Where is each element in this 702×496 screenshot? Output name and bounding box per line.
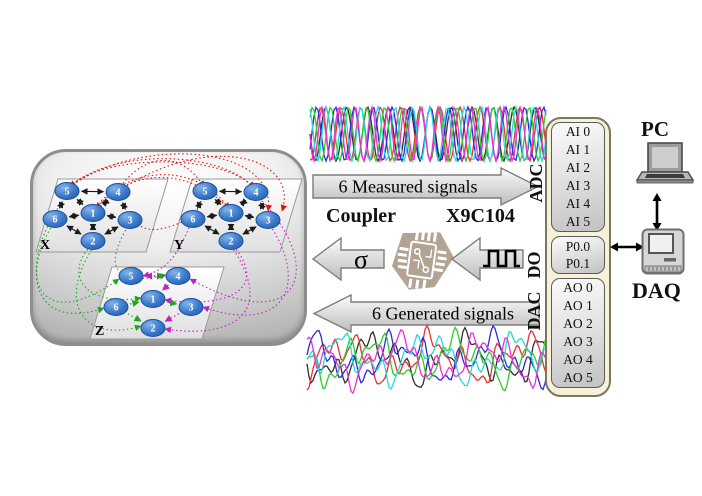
graph-nodes: 5 4 1 6 3 2 5 4 1 6 3 2 5 4 1 6 3 2 bbox=[42, 182, 281, 337]
analog-output-block: AO 0 AO 1 AO 2 AO 3 AO 4 AO 5 bbox=[551, 278, 605, 388]
adc-label: ADC bbox=[526, 163, 546, 203]
digital-output-block: P0.0 P0.1 bbox=[551, 236, 605, 274]
ai-channel: AI 0 bbox=[565, 124, 591, 139]
svg-text:1: 1 bbox=[91, 209, 96, 220]
do-line: P0.0 bbox=[565, 239, 591, 254]
svg-text:4: 4 bbox=[176, 272, 181, 283]
svg-text:5: 5 bbox=[65, 187, 70, 198]
generated-signals-arrow: 6 Generated signals bbox=[312, 293, 540, 334]
ai-channel: AI 1 bbox=[565, 142, 591, 157]
pc-laptop-icon bbox=[635, 142, 695, 184]
plane-x-edges bbox=[56, 188, 129, 235]
chip-icon bbox=[392, 230, 454, 290]
svg-text:2: 2 bbox=[229, 237, 234, 248]
svg-text:5: 5 bbox=[129, 272, 134, 283]
ao-channel: AO 1 bbox=[563, 298, 593, 313]
digipot-label: X9C104 bbox=[446, 205, 515, 227]
xz-coupling-links bbox=[35, 194, 167, 331]
ai-channel: AI 5 bbox=[565, 214, 591, 229]
graph-node: 6 bbox=[180, 210, 206, 228]
sigma-symbol: σ bbox=[354, 245, 368, 274]
graph-node: 1 bbox=[140, 290, 166, 308]
svg-text:6 Generated signals: 6 Generated signals bbox=[372, 304, 514, 324]
ao-channel: AO 4 bbox=[563, 352, 593, 367]
svg-text:6 Measured signals: 6 Measured signals bbox=[339, 177, 478, 197]
svg-text:6: 6 bbox=[114, 303, 119, 314]
coupler-label: Coupler bbox=[326, 205, 396, 227]
plane-y-label: Y bbox=[174, 238, 184, 253]
network-diagram: 5 4 1 6 3 2 5 4 1 6 3 2 5 4 1 6 3 2 X Y … bbox=[35, 153, 303, 340]
graph-node: 3 bbox=[255, 211, 281, 229]
generated-signals-waveform bbox=[306, 323, 548, 395]
pc-label: PC bbox=[641, 117, 669, 141]
plane-z-label: Z bbox=[95, 324, 104, 339]
ai-channel: AI 2 bbox=[565, 160, 591, 175]
graph-node: 3 bbox=[178, 298, 204, 316]
measured-signals-waveform bbox=[309, 104, 547, 164]
graph-node: 5 bbox=[192, 182, 218, 200]
graph-node: 1 bbox=[218, 204, 244, 222]
square-wave-icon bbox=[483, 249, 520, 268]
svg-text:3: 3 bbox=[128, 216, 133, 227]
panel-daq-arrow bbox=[610, 242, 644, 252]
graph-node: 6 bbox=[42, 210, 68, 228]
svg-text:4: 4 bbox=[116, 188, 121, 199]
dac-label: DAC bbox=[524, 291, 544, 331]
ai-channel: AI 4 bbox=[565, 196, 591, 211]
ao-channel: AO 0 bbox=[563, 280, 593, 295]
graph-node: 2 bbox=[140, 319, 166, 337]
graph-node: 2 bbox=[80, 232, 106, 250]
ai-channel: AI 3 bbox=[565, 178, 591, 193]
graph-node: 4 bbox=[243, 183, 269, 201]
ao-channel: AO 3 bbox=[563, 334, 593, 349]
graph-node: 3 bbox=[117, 211, 143, 229]
svg-text:5: 5 bbox=[203, 187, 208, 198]
svg-text:3: 3 bbox=[189, 303, 194, 314]
svg-text:1: 1 bbox=[151, 295, 156, 306]
svg-text:4: 4 bbox=[254, 188, 259, 199]
svg-text:2: 2 bbox=[91, 237, 96, 248]
daq-label: DAQ bbox=[632, 278, 681, 303]
plane-y-edges bbox=[194, 188, 267, 235]
daq-device-icon bbox=[641, 228, 685, 275]
graph-node: 4 bbox=[165, 267, 191, 285]
graph-node: 4 bbox=[105, 183, 131, 201]
pc-daq-arrow bbox=[652, 193, 662, 231]
graph-node: 6 bbox=[103, 298, 129, 316]
do-line: P0.1 bbox=[565, 256, 591, 271]
plane-x-label: X bbox=[40, 238, 50, 253]
sigma-arrow: σ bbox=[311, 236, 385, 282]
graph-node: 2 bbox=[218, 232, 244, 250]
measured-signals-arrow: 6 Measured signals bbox=[312, 166, 540, 207]
pulse-arrow bbox=[450, 236, 524, 282]
graph-node: 5 bbox=[54, 182, 80, 200]
svg-text:3: 3 bbox=[266, 216, 271, 227]
svg-text:6: 6 bbox=[53, 215, 58, 226]
svg-text:1: 1 bbox=[229, 209, 234, 220]
svg-text:6: 6 bbox=[191, 215, 196, 226]
graph-node: 1 bbox=[80, 204, 106, 222]
plane-z-edges bbox=[127, 272, 180, 322]
graph-node: 5 bbox=[118, 267, 144, 285]
analog-input-block: AI 0 AI 1 AI 2 AI 3 AI 4 AI 5 bbox=[551, 122, 605, 232]
ao-channel: AO 5 bbox=[563, 370, 593, 385]
ao-channel: AO 2 bbox=[563, 316, 593, 331]
svg-text:2: 2 bbox=[151, 324, 156, 335]
